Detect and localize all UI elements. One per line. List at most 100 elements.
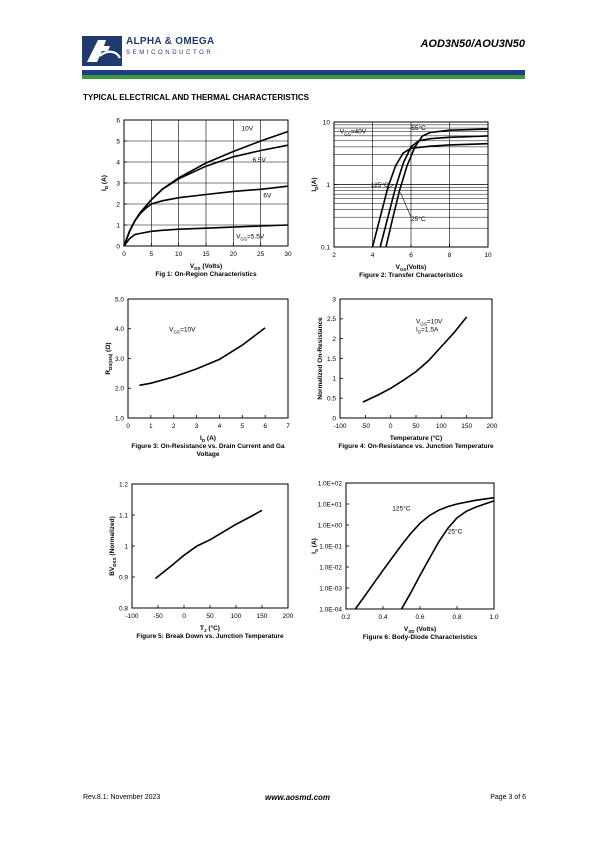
x-tick-label: -50 — [153, 613, 163, 620]
series-line--55-c — [385, 128, 489, 248]
y-axis-label: RDS(ON) (Ω) — [105, 342, 113, 374]
y-tick-label: 0.9 — [119, 574, 128, 581]
x-tick-label: 2 — [332, 252, 336, 259]
series-line-data — [154, 509, 263, 580]
x-tick-label: 7 — [286, 423, 290, 430]
x-tick-label: 0 — [389, 423, 393, 430]
y-tick-label: 1.0E-01 — [319, 543, 342, 550]
y-tick-label: 10 — [323, 119, 331, 126]
x-tick-label: 25 — [257, 251, 265, 258]
y-tick-label: 1.0E+00 — [318, 522, 343, 529]
y-tick-label: 0 — [332, 415, 336, 422]
header-rule-blue — [82, 70, 525, 75]
x-tick-label: 150 — [257, 613, 268, 620]
x-tick-label: 20 — [230, 251, 238, 258]
series-line-125-c — [354, 496, 495, 610]
y-tick-label: 1.5 — [327, 356, 336, 363]
y-axis-label: ID(A) — [311, 177, 319, 191]
y-tick-label: 1 — [116, 222, 120, 229]
footer-revision: Rev.8.1: November 2023 — [83, 794, 161, 801]
x-tick-label: 100 — [231, 613, 242, 620]
x-tick-label: 5 — [240, 423, 244, 430]
y-tick-label: 5.0 — [115, 296, 124, 303]
annotation-label: 25°C — [448, 527, 463, 535]
x-tick-label: 200 — [487, 423, 498, 430]
brand-subtitle: SEMICONDUCTOR — [126, 50, 214, 56]
annotation-label: 125°C — [392, 504, 410, 512]
y-axis-label: Normalized On-Resistance — [317, 317, 324, 400]
x-tick-label: 6 — [263, 423, 267, 430]
annotation-label: VGS=40V — [340, 129, 367, 137]
plot-frame — [131, 483, 289, 609]
y-tick-label: 5 — [116, 138, 120, 145]
series-line-25-c — [400, 500, 495, 610]
annotation-label: 10V — [242, 126, 254, 133]
brand-name: ALPHA & OMEGA — [126, 36, 215, 47]
x-axis-label: VDS (Volts) — [190, 263, 222, 271]
plot-area: 2 4 6 8 10 0.1 1 10 VGS=40V -55°C 125°C 25°C VGS(Vol… — [311, 119, 492, 279]
y-tick-label: 1.0E-04 — [319, 606, 342, 613]
chart-title: Fig 1: On-Region Characteristics — [155, 271, 257, 278]
y-tick-label: 1.0E-03 — [319, 585, 342, 592]
x-tick-label: 150 — [461, 423, 472, 430]
y-tick-label: 1.0E+01 — [318, 501, 343, 508]
chart-fig3-on-resistance-current: 0 1 2 3 4 5 6 7 1.0 2.0 3.0 4.0 5.0 VGS=10V ID (A) RDS(… — [105, 296, 290, 458]
annotation-label: VGS=10V — [416, 319, 443, 327]
plot-frame — [127, 298, 289, 419]
y-tick-label: 1.2 — [119, 481, 128, 488]
chart-fig5-breakdown: -100 -50 0 50 100 150 200 0.8 0.9 1 1.1 1.2 TJ (°C) B… — [109, 481, 294, 640]
chart-fig6-body-diode: 0.2 0.4 0.6 0.8 1.0 1.0E-04 1.0E-03 1.0E-02 1.0E… — [311, 480, 499, 641]
annotation-label: VGS=10V — [169, 327, 196, 335]
x-axis-label: VGS(Volts) — [396, 264, 427, 272]
plot-area: -100 -50 0 50 100 150 200 0.8 0.9 1 1.1 1.2 TJ (°C) B… — [109, 481, 294, 640]
x-tick-label: 1 — [149, 423, 153, 430]
y-tick-label: 6 — [116, 117, 120, 124]
y-tick-label: 4.0 — [115, 326, 124, 333]
x-tick-label: 4 — [218, 423, 222, 430]
chart-title: Figure 3: On-Resistance vs. Drain Curren… — [131, 443, 285, 450]
x-tick-label: 100 — [436, 423, 447, 430]
x-tick-label: 2 — [172, 423, 176, 430]
chart-fig2-transfer: 2 4 6 8 10 0.1 1 10 VGS=40V -55°C 125°C 25°C VGS(Vol… — [311, 119, 492, 279]
y-tick-label: 3 — [116, 180, 120, 187]
y-tick-label: 2 — [116, 201, 120, 208]
x-tick-label: -100 — [125, 613, 138, 620]
y-axis-label: IS (A) — [311, 538, 319, 554]
plot-area: 0 1 2 3 4 5 6 7 1.0 2.0 3.0 4.0 5.0 VGS=10V ID (A) RDS(… — [105, 296, 290, 458]
alpha-omega-logo-icon — [82, 36, 122, 66]
footer-page-number: Page 3 of 6 — [490, 794, 526, 801]
x-tick-label: 200 — [283, 613, 294, 620]
y-tick-label: 1 — [124, 543, 128, 550]
annotation-label: 125°C — [371, 181, 389, 189]
plot-area: -100 -50 0 50 100 150 200 0 0.5 1 1.5 2 2.5 3 VGS=10VI… — [317, 296, 498, 450]
series-line-5-5v — [123, 224, 289, 247]
y-tick-label: 3 — [332, 296, 336, 303]
x-axis-label: TJ (°C) — [200, 624, 220, 633]
series-line-data — [362, 316, 468, 403]
series-line-25-c — [379, 135, 489, 248]
y-tick-label: 3.0 — [115, 356, 124, 363]
x-tick-label: 50 — [412, 423, 420, 430]
chart-title-line2: Voltage — [197, 451, 220, 458]
x-tick-label: 50 — [206, 613, 214, 620]
y-tick-label: 0.5 — [327, 395, 336, 402]
annotation-label: -55°C — [409, 124, 426, 132]
header-rule-green — [82, 75, 525, 79]
section-title: TYPICAL ELECTRICAL AND THERMAL CHARACTER… — [83, 93, 309, 102]
x-axis-label: Temperature (°C) — [390, 434, 442, 442]
footer-website[interactable]: www.aosmd.com — [264, 793, 331, 802]
leader-line-125c — [385, 184, 394, 191]
annotation-label: 6V — [263, 193, 272, 200]
chart-title: Figure 4: On-Resistance vs. Junction Tem… — [338, 443, 494, 450]
x-tick-label: 1.0 — [489, 614, 498, 621]
x-tick-label: 8 — [448, 252, 452, 259]
annotation-label: VGS=5.5V — [236, 234, 265, 242]
leader-line-25c — [400, 192, 412, 218]
y-tick-label: 1 — [332, 376, 336, 383]
y-tick-label: 0 — [116, 243, 120, 250]
y-axis-label: BVDSS (Normalized) — [109, 516, 117, 576]
plot-area: 0 5 10 15 20 25 30 0 1 2 3 4 5 6 10V 6.5V 6V VGS=5.5V VDS … — [101, 117, 292, 278]
annotation-label: ID=1.5A — [416, 327, 439, 335]
x-tick-label: 5 — [150, 251, 154, 258]
x-tick-label: 3 — [195, 423, 199, 430]
